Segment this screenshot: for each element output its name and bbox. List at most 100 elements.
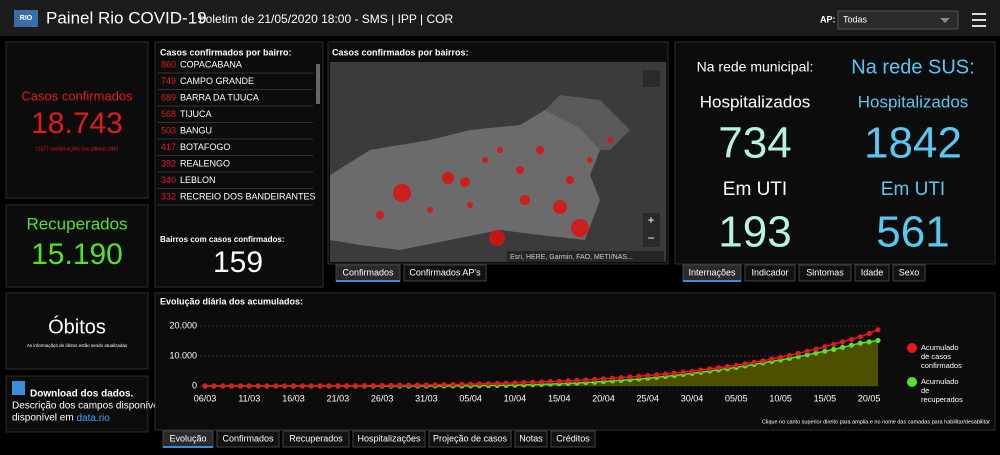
point: [503, 380, 509, 386]
point: [565, 378, 571, 384]
row-count: 340: [161, 175, 176, 185]
subtitle: boletim de 21/05/2020 18:00 - SMS | IPP …: [199, 12, 453, 26]
row-count: 392: [161, 158, 176, 168]
point: [273, 383, 279, 389]
point: [839, 344, 846, 350]
tab[interactable]: [550, 430, 596, 448]
hosp-value: 1842: [864, 119, 962, 168]
menu-icon[interactable]: [972, 13, 986, 27]
home-button[interactable]: [643, 70, 660, 87]
point: [317, 383, 323, 389]
tab[interactable]: [216, 430, 280, 448]
point: [494, 380, 500, 386]
area: [205, 340, 878, 386]
point: [538, 379, 545, 385]
point: [627, 374, 633, 380]
point: [848, 336, 855, 343]
tab[interactable]: [798, 264, 852, 282]
point: [760, 358, 766, 364]
row-name: BANGU: [180, 125, 212, 135]
tab-label: Evolução: [169, 433, 206, 443]
point: [839, 339, 846, 345]
panel: [5, 41, 149, 199]
tab-label: Notas: [519, 433, 543, 443]
tab-label: Confirmados: [342, 267, 394, 277]
y-tick-label: 20.000: [169, 320, 197, 330]
download-text-2: disponível em data.rio: [12, 413, 110, 424]
point: [290, 383, 297, 389]
tab-label: Confirmados AP's: [409, 267, 481, 277]
attribution: Esri, HERE, Garmin, FAO, METI/NAS...: [510, 254, 633, 261]
legend-swatch[interactable]: [907, 377, 917, 387]
map-dots: [376, 137, 613, 246]
legend-swatch[interactable]: [907, 343, 917, 353]
point: [335, 383, 341, 389]
uti-label: Em UTI: [723, 179, 787, 200]
x-tick-label: 20/05: [858, 393, 881, 403]
note: (1677 confirmações nas últimas 24h): [36, 146, 118, 152]
point: [228, 383, 235, 389]
tab[interactable]: [892, 264, 926, 282]
y-tick-label: 0: [192, 380, 197, 390]
tab[interactable]: [403, 264, 487, 282]
point: [344, 383, 350, 389]
row-name: TIJUCA: [180, 109, 212, 119]
point: [813, 350, 819, 356]
download-icon[interactable]: [12, 381, 25, 395]
point: [211, 383, 217, 389]
point: [432, 382, 438, 388]
point: [689, 368, 695, 374]
point: [583, 377, 589, 383]
map-title: Casos confirmados por bairros:: [332, 47, 469, 57]
point: [406, 382, 412, 388]
point: [388, 382, 394, 388]
x-tick-label: 25/04: [636, 393, 659, 403]
point: [724, 363, 731, 370]
point: [220, 383, 226, 389]
panel: [5, 375, 149, 433]
point: [769, 356, 775, 362]
point: [751, 359, 757, 365]
point: [441, 382, 447, 388]
x-tick-label: 10/04: [504, 393, 527, 403]
panel: [5, 204, 149, 288]
point: [804, 352, 810, 358]
point: [866, 330, 872, 337]
point: [423, 382, 429, 388]
point: [875, 327, 881, 333]
zoom-out[interactable]: −: [647, 231, 654, 245]
point: [680, 369, 686, 375]
tab-label: Créditos: [556, 433, 590, 443]
legend-label[interactable]: Acumulado de casos confirmados: [921, 343, 962, 370]
point: [636, 373, 642, 379]
point: [450, 381, 456, 388]
scrollbar[interactable]: [316, 64, 320, 104]
panel: [154, 41, 324, 288]
point: [512, 380, 518, 386]
ap-select[interactable]: [837, 10, 959, 30]
tab[interactable]: [282, 430, 350, 448]
x-tick-label: 11/03: [238, 393, 260, 403]
point: [618, 375, 624, 381]
tab[interactable]: [744, 264, 796, 282]
point: [352, 383, 359, 389]
tab[interactable]: [428, 430, 512, 448]
row-name: COPACABANA: [180, 59, 242, 69]
tab-label: Indicador: [751, 267, 788, 277]
list-title: Casos confirmados por bairro:: [160, 47, 292, 57]
point: [804, 348, 810, 354]
logo: RIO: [20, 15, 33, 22]
point: [742, 361, 748, 367]
legend-label[interactable]: Acumulado de recuperados: [921, 377, 963, 404]
zoom-buttons[interactable]: [643, 213, 660, 247]
tab[interactable]: [854, 264, 890, 282]
tab[interactable]: [514, 430, 548, 448]
link[interactable]: data.rio: [76, 413, 110, 424]
zoom-in[interactable]: +: [647, 213, 654, 227]
x-tick-label: 26/03: [371, 393, 394, 403]
municipal-title: Na rede municipal:: [697, 59, 814, 75]
tab-label: Confirmados: [222, 433, 274, 443]
tab[interactable]: [352, 430, 426, 448]
point: [822, 348, 828, 354]
